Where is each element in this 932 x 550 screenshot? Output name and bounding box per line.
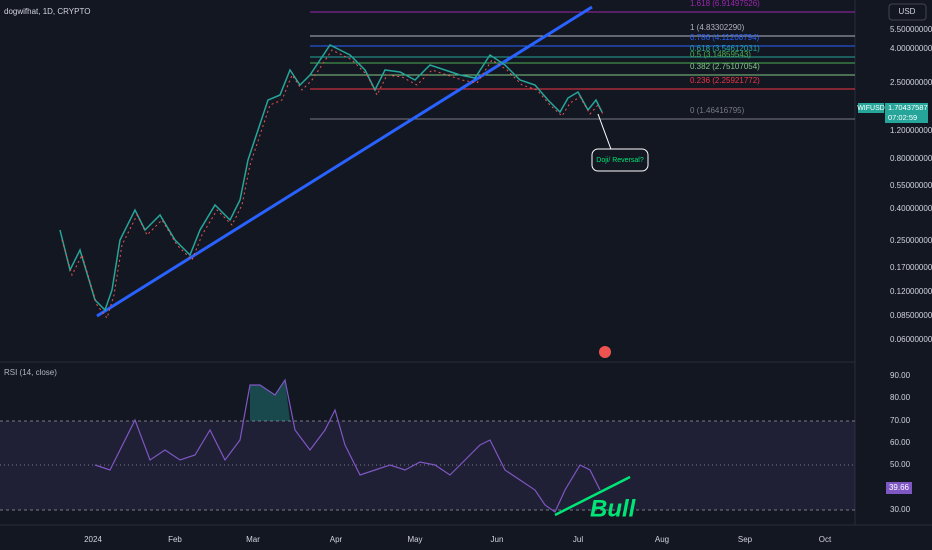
- fib-label: 0.786 (4.11208794): [690, 33, 760, 42]
- price-axis-label: 0.80000000: [890, 154, 932, 163]
- event-icon: [599, 346, 611, 358]
- price-axis-label: 0.12000000: [890, 287, 932, 296]
- callout-text: Doji/ Reversal?: [596, 157, 644, 164]
- price-axis-label: 0.40000000: [890, 204, 932, 213]
- symbol-tag: [858, 103, 884, 113]
- price-path-down: [61, 49, 605, 320]
- symbol: WIFUSD: [857, 105, 885, 112]
- bull-line: [554, 475, 631, 517]
- rsi-axis-label: 70.00: [890, 416, 911, 425]
- callout-pointer: [597, 113, 613, 153]
- callout-box: [591, 148, 649, 172]
- price-axis-label: 2.50000000: [890, 78, 932, 87]
- price-axis-label: 0.25000000: [890, 236, 932, 245]
- rsi-axis-label: 50.00: [890, 460, 911, 469]
- fib-label: 0.5 (3.14859543): [690, 50, 751, 59]
- trendline: [96, 5, 593, 318]
- time-axis-label: 2024: [84, 535, 102, 544]
- time-axis-label: Oct: [819, 535, 832, 544]
- rsi-axis-label: 60.00: [890, 438, 911, 447]
- rsi-overbought: [250, 380, 290, 421]
- labels: 5.50000000 4.00000000 2.50000000 1.20000000…: [84, 25, 932, 544]
- time-axis-label: May: [407, 535, 422, 544]
- price-axis-label: 0.08500000: [890, 311, 932, 320]
- currency-label[interactable]: USD: [899, 7, 916, 16]
- rsi-axis-label: 80.00: [890, 393, 911, 402]
- rsi-value: 39.66: [889, 483, 910, 492]
- header-title: dogwifhat, 1D, CRYPTO: [4, 7, 90, 16]
- time-axis-label: Jun: [491, 535, 504, 544]
- price-tag: [885, 103, 928, 123]
- time-axis-label: Jul: [573, 535, 583, 544]
- price-axis-label: 0.06000000: [890, 335, 932, 344]
- bull-text: Bull: [590, 495, 637, 522]
- price-axis-label: 4.00000000: [890, 44, 932, 53]
- fib-label: 1.618 (6.91497526): [690, 0, 760, 8]
- rsi-label: RSI (14, close): [4, 368, 57, 377]
- fib-label: 0.236 (2.25921772): [690, 76, 760, 85]
- currency-button[interactable]: [888, 3, 927, 21]
- rsi-axis-label: 90.00: [890, 371, 911, 380]
- time-axis-label: Aug: [655, 535, 669, 544]
- fib-label: 1 (4.83302290): [690, 23, 745, 32]
- price-axis-label: 1.20000000: [890, 126, 932, 135]
- fib-lines: 1.618 (6.91497526) 1 (4.83302290)0.786 (4…: [310, 0, 855, 120]
- fib-label: 0 (1.46416795): [690, 106, 745, 115]
- countdown: 07:02:59: [888, 113, 917, 122]
- price-axis-label: 0.55000000: [890, 181, 932, 190]
- rsi-axis-label: 30.00: [890, 505, 911, 514]
- price-axis-label: 5.50000000: [890, 25, 932, 34]
- time-axis-label: Feb: [168, 535, 182, 544]
- price: 1.70437587: [888, 103, 928, 112]
- price-axis-label: 0.17000000: [890, 263, 932, 272]
- fib-label: 0.382 (2.75107054): [690, 62, 760, 71]
- time-axis-label: Mar: [246, 535, 260, 544]
- time-axis-label: Sep: [738, 535, 753, 544]
- fib-label: 0.618 (3.54612031): [690, 44, 760, 53]
- rsi-line: [94, 378, 601, 513]
- rsi-value-tag: [886, 482, 912, 494]
- time-axis-label: Apr: [330, 535, 343, 544]
